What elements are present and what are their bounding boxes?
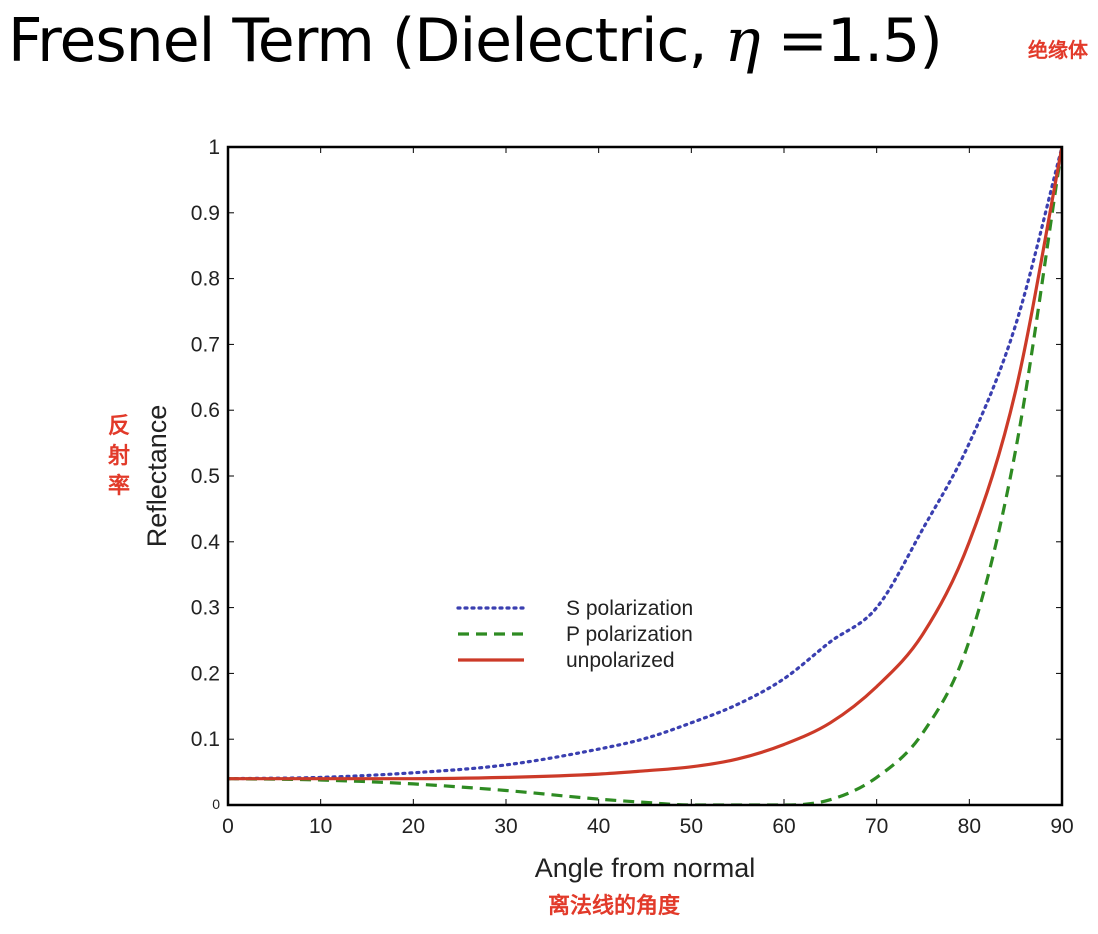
annotation-angle: 离法线的角度 xyxy=(548,894,681,919)
y-tick-label: 0.3 xyxy=(191,597,220,620)
y-tick-label: 0 xyxy=(212,796,220,812)
y-tick-label: 0.6 xyxy=(191,399,220,422)
y-tick-label: 0.5 xyxy=(191,465,220,488)
annotation-dielectric: 绝缘体 xyxy=(1028,38,1088,62)
x-tick-label: 80 xyxy=(958,815,981,838)
y-tick-label: 0.9 xyxy=(191,202,220,225)
slide-title: Fresnel Term (Dielectric, η =1.5) xyxy=(8,6,943,76)
x-tick-label: 60 xyxy=(772,815,795,838)
x-tick-label: 10 xyxy=(309,815,332,838)
y-tick-label: 1 xyxy=(208,136,220,159)
y-tick-label: 0.1 xyxy=(191,728,220,751)
x-tick-label: 90 xyxy=(1050,815,1073,838)
x-tick-label: 40 xyxy=(587,815,610,838)
y-tick-label: 0.4 xyxy=(191,531,221,554)
y-axis-label: Reflectance xyxy=(142,405,172,548)
x-tick-label: 70 xyxy=(865,815,888,838)
series-line-p-polarization xyxy=(228,146,1062,805)
x-axis-label: Angle from normal xyxy=(535,853,756,883)
series-line-unpolarized xyxy=(228,146,1062,781)
y-tick-label: 0.2 xyxy=(191,662,220,685)
title-suffix: =1.5) xyxy=(759,6,943,76)
legend-label-s-polarization: S polarization xyxy=(566,597,693,620)
plot-frame xyxy=(226,145,1064,807)
x-tick-label: 50 xyxy=(680,815,703,838)
eta-symbol: η xyxy=(724,6,761,76)
x-tick-label: 0 xyxy=(222,815,234,838)
annotation-reflectance: 反射率 xyxy=(107,414,130,499)
series-line-s-polarization xyxy=(228,145,1062,781)
x-tick-label: 20 xyxy=(402,815,425,838)
legend-label-p-polarization: P polarization xyxy=(566,623,693,646)
y-tick-label: 0.7 xyxy=(191,333,220,356)
y-tick-label: 0.8 xyxy=(191,268,220,291)
x-tick-label: 30 xyxy=(494,815,517,838)
legend-label-unpolarized: unpolarized xyxy=(566,649,675,672)
title-prefix: Fresnel Term (Dielectric, xyxy=(8,6,725,76)
